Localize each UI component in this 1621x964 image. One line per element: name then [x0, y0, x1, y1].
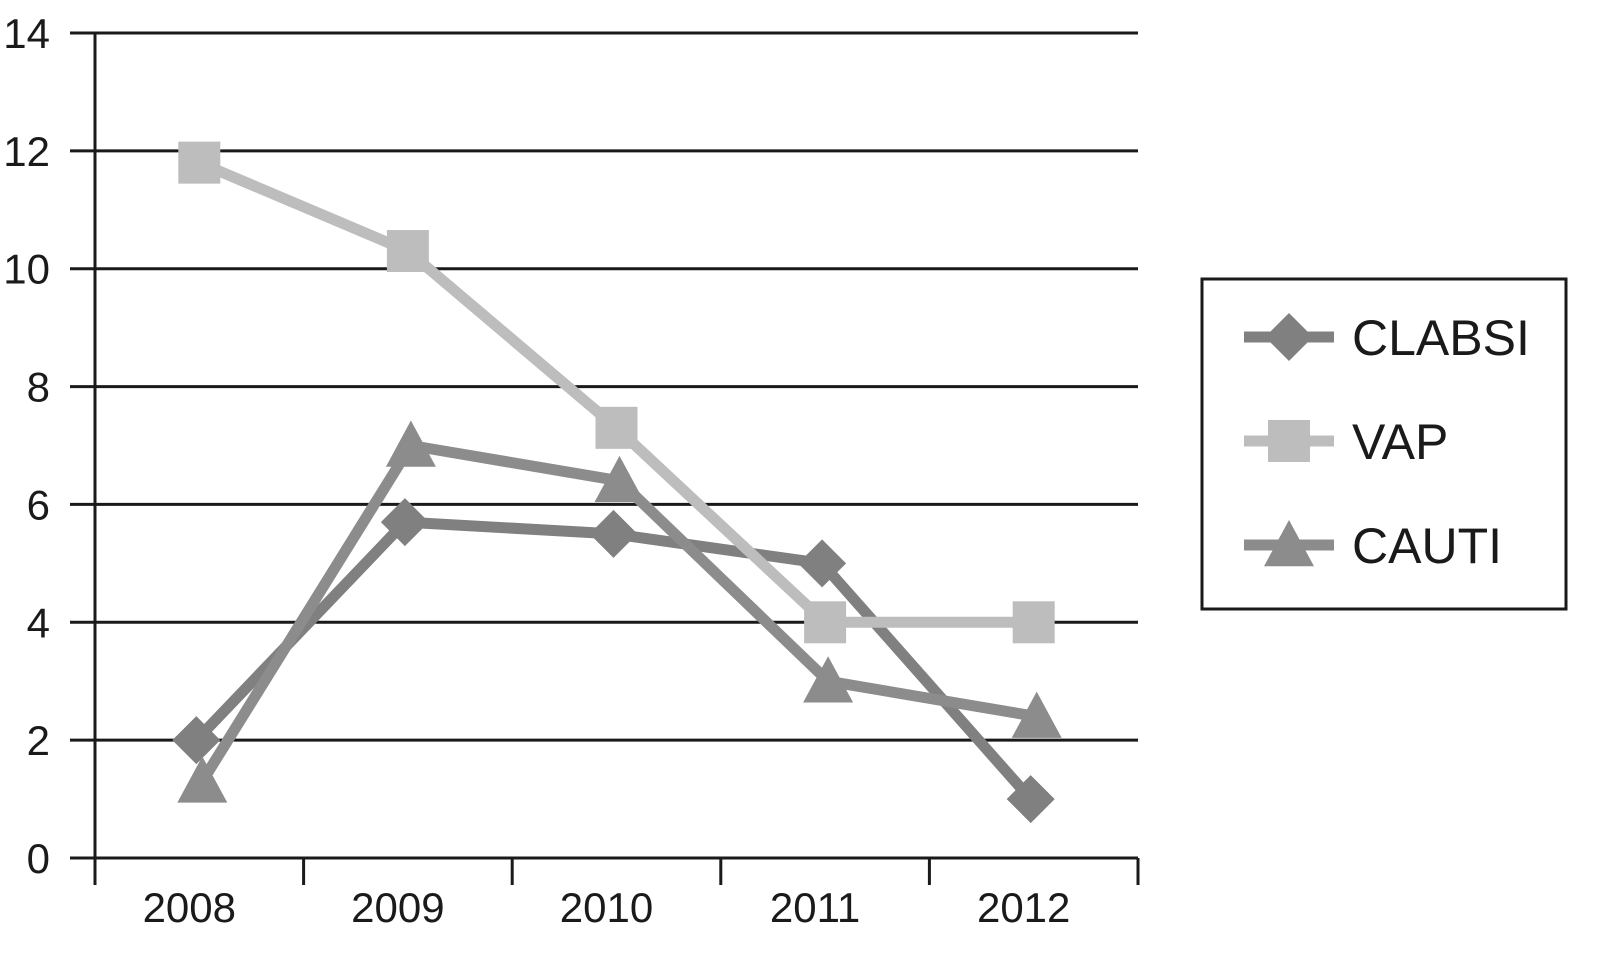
series-layer [172, 141, 1062, 824]
series-clabsi [172, 498, 1055, 824]
data-point-vap-2012 [1012, 601, 1055, 644]
x-tick-label: 2009 [351, 884, 444, 931]
data-point-vap-2009 [386, 230, 429, 273]
data-point-clabsi-2012 [1006, 775, 1055, 824]
legend-swatch-marker [1264, 520, 1314, 567]
data-point-cauti-2009 [385, 420, 436, 467]
data-point-cauti-2012 [1011, 691, 1062, 738]
legend-swatch-marker [1265, 313, 1313, 361]
x-tick-label: 2008 [143, 884, 236, 931]
legend-label: VAP [1352, 414, 1448, 470]
legend-label: CLABSI [1352, 310, 1530, 366]
axes [70, 33, 1140, 885]
series-line-clabsi [192, 516, 1035, 803]
y-tick-label: 2 [27, 717, 50, 764]
data-point-vap-2011 [804, 601, 847, 644]
series-vap [178, 141, 1055, 644]
data-point-clabsi-2010 [589, 509, 638, 558]
legend-swatch-marker [1268, 420, 1310, 462]
y-tick-label: 4 [27, 599, 50, 646]
data-point-cauti-2008 [177, 756, 228, 803]
y-tick-labels: 0 2 4 6 8 10 12 14 [3, 10, 50, 882]
gridlines [70, 31, 1138, 742]
data-point-clabsi-2011 [798, 539, 847, 588]
data-point-vap-2010 [595, 406, 638, 449]
data-point-clabsi-2008 [172, 716, 221, 765]
legend-item-cauti: CAUTI [1244, 518, 1502, 574]
y-tick-label: 14 [3, 10, 50, 57]
legend-item-clabsi: CLABSI [1244, 310, 1530, 366]
data-point-vap-2008 [178, 141, 221, 184]
y-tick-label: 12 [3, 128, 50, 175]
data-point-clabsi-2009 [380, 498, 429, 547]
y-tick-label: 6 [27, 481, 50, 528]
series-cauti [177, 420, 1062, 803]
legend-item-vap: VAP [1244, 414, 1448, 470]
data-point-cauti-2010 [594, 455, 645, 503]
legend: CLABSI VAP CAUTI [1200, 277, 1568, 611]
y-tick-label: 8 [27, 364, 50, 411]
x-tick-labels: 2008 2009 2010 2011 2012 [143, 884, 1071, 931]
x-tick-label: 2010 [560, 884, 653, 931]
y-tick-label: 10 [3, 246, 50, 293]
x-tick-label: 2011 [770, 884, 860, 931]
data-point-cauti-2011 [803, 656, 854, 703]
y-tick-label: 0 [27, 835, 50, 882]
legend-label: CAUTI [1352, 518, 1502, 574]
x-tick-label: 2012 [977, 884, 1070, 931]
